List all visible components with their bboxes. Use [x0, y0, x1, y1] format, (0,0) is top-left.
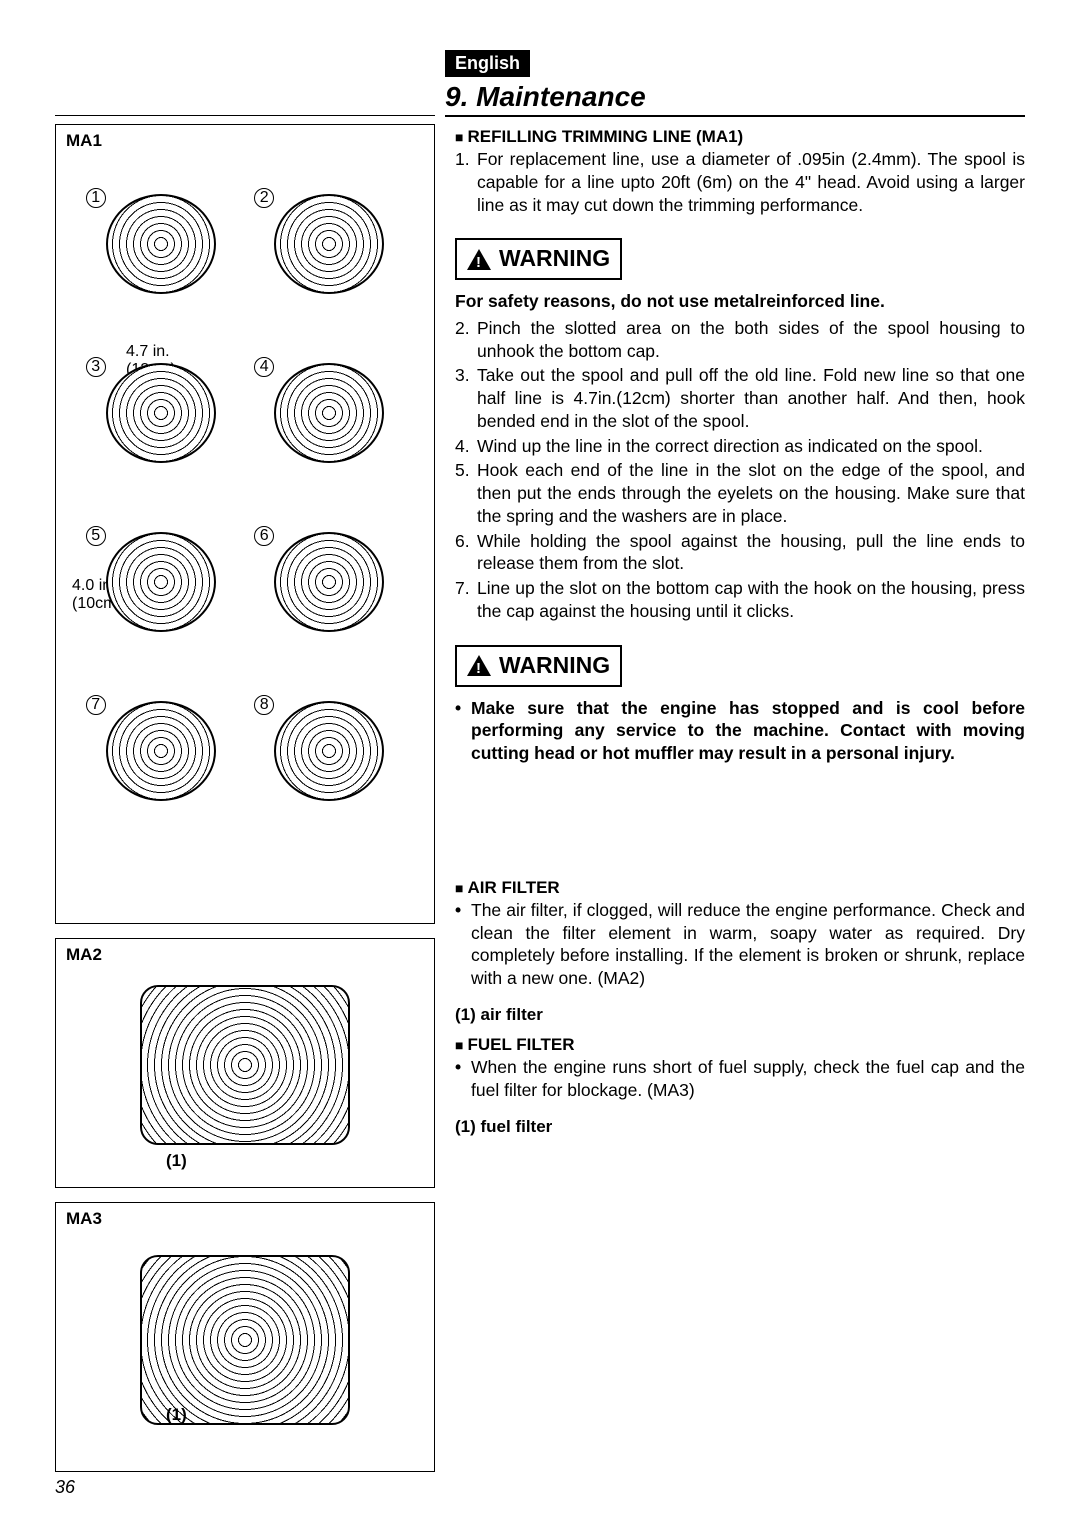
heading-air-filter: ■AIR FILTER: [455, 877, 1025, 899]
bullet-square-icon: ■: [455, 1037, 463, 1053]
diagram-step-2: 2: [274, 194, 384, 294]
fuel-filter-callout: (1) fuel filter: [455, 1116, 1025, 1138]
diagram-ma3-placeholder: [78, 1239, 411, 1441]
diagram-step-3: 3: [106, 363, 216, 463]
air-filter-list: •The air filter, if clogged, will reduce…: [455, 899, 1025, 990]
page-number: 36: [55, 1477, 75, 1498]
step-7: 7.Line up the slot on the bottom cap wit…: [455, 577, 1025, 623]
heading-refilling: ■REFILLING TRIMMING LINE (MA1): [455, 126, 1025, 148]
step-2: 2.Pinch the slotted area on the both sid…: [455, 317, 1025, 363]
measurement-1-line1: 4.7 in.: [126, 343, 170, 360]
figure-label-ma1: MA1: [66, 131, 102, 151]
warning-triangle-icon: [467, 655, 491, 676]
bullet-square-icon: ■: [455, 129, 463, 145]
diagram-step-4: 4: [274, 363, 384, 463]
header-region: English 9. Maintenance: [55, 50, 1025, 116]
title-rule-left: [55, 115, 435, 116]
step-3: 3.Take out the spool and pull off the ol…: [455, 364, 1025, 432]
figure-ma3: MA3 (1): [55, 1202, 435, 1472]
step-4: 4.Wind up the line in the correct direct…: [455, 435, 1025, 458]
warning-2-list: •Make sure that the engine has stopped a…: [455, 697, 1025, 765]
warning-2-item: •Make sure that the engine has stopped a…: [455, 697, 1025, 765]
warning-triangle-icon: [467, 249, 491, 270]
warning-1-text: For safety reasons, do not use metalrein…: [455, 290, 1025, 313]
warning-label-1: WARNING: [499, 244, 610, 274]
air-filter-callout: (1) air filter: [455, 1004, 1025, 1026]
step-5: 5.Hook each end of the line in the slot …: [455, 459, 1025, 527]
step-1: 1.For replacement line, use a diameter o…: [455, 148, 1025, 216]
fuel-filter-item: •When the engine runs short of fuel supp…: [455, 1056, 1025, 1102]
diagram-step-6: 6: [274, 532, 384, 632]
steps-list-top: 1.For replacement line, use a diameter o…: [455, 148, 1025, 216]
figure-ma1: MA1 4.7 in. (12cm) 4.0 in. (10cm) 1 2 3 …: [55, 124, 435, 924]
warning-label-2: WARNING: [499, 651, 610, 681]
section-title: 9. Maintenance: [445, 81, 1025, 117]
bullet-square-icon: ■: [455, 880, 463, 896]
steps-list-main: 2.Pinch the slotted area on the both sid…: [455, 317, 1025, 623]
diagram-ma2-placeholder: [78, 975, 411, 1156]
engine-drawing-ma2: [140, 985, 350, 1145]
diagram-step-1: 1: [106, 194, 216, 294]
engine-drawing-ma3: [140, 1255, 350, 1425]
step-6: 6.While holding the spool against the ho…: [455, 530, 1025, 576]
content-columns: MA1 4.7 in. (12cm) 4.0 in. (10cm) 1 2 3 …: [55, 124, 1025, 1486]
warning-box-1: WARNING: [455, 238, 622, 280]
diagram-step-8: 8: [274, 701, 384, 801]
diagram-step-7: 7: [106, 701, 216, 801]
fuel-filter-list: •When the engine runs short of fuel supp…: [455, 1056, 1025, 1102]
language-badge: English: [445, 50, 530, 77]
figure-ma2: MA2 (1): [55, 938, 435, 1188]
figure-ma2-callout: (1): [166, 1151, 187, 1171]
diagram-ma1-placeholder: 1 2 3 4 5 6 7 8: [78, 161, 411, 834]
figure-label-ma2: MA2: [66, 945, 102, 965]
heading-fuel-filter: ■FUEL FILTER: [455, 1034, 1025, 1056]
air-filter-item: •The air filter, if clogged, will reduce…: [455, 899, 1025, 990]
text-column: ■REFILLING TRIMMING LINE (MA1) 1.For rep…: [455, 124, 1025, 1486]
figure-label-ma3: MA3: [66, 1209, 102, 1229]
warning-box-2: WARNING: [455, 645, 622, 687]
figures-column: MA1 4.7 in. (12cm) 4.0 in. (10cm) 1 2 3 …: [55, 124, 435, 1486]
spacer: [455, 765, 1025, 875]
diagram-step-5: 5: [106, 532, 216, 632]
figure-ma3-callout: (1): [166, 1405, 187, 1425]
